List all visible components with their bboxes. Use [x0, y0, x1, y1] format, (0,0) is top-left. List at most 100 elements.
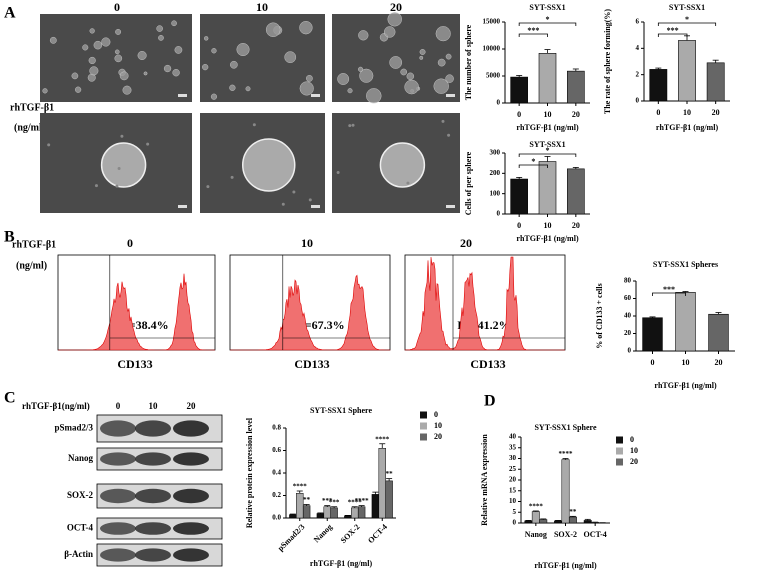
flow-histogram	[58, 273, 215, 351]
sphere-blob	[383, 26, 396, 38]
cell-blob	[94, 184, 98, 188]
sphere-blob	[114, 49, 120, 55]
scale-bar	[446, 94, 455, 97]
bar	[289, 514, 297, 519]
bar	[378, 448, 386, 519]
sphere-blob	[299, 81, 314, 96]
x-tick-label: 20	[572, 110, 580, 119]
column-label: 20	[390, 0, 402, 14]
blot-band	[100, 420, 136, 437]
bar	[316, 513, 325, 519]
sphere-blob	[419, 55, 424, 60]
legend-swatch	[420, 422, 427, 430]
sphere-blob	[115, 28, 122, 35]
x-tick-label: 10	[544, 110, 552, 119]
x-tick-label: OCT-4	[366, 522, 389, 545]
sphere-blob	[242, 138, 296, 192]
sphere-blob	[137, 50, 147, 61]
sphere-blob	[366, 88, 382, 104]
y-tick-label: 0	[513, 519, 517, 527]
cell-blob	[146, 142, 150, 146]
blot-row-label: Nanog	[68, 453, 94, 463]
blot-row-label: SOX-2	[67, 490, 94, 500]
panel-label: C	[4, 390, 16, 407]
x-tick-label: 20	[715, 358, 723, 367]
cell-blob	[292, 190, 296, 194]
bar	[567, 70, 585, 104]
scale-bar	[446, 205, 455, 208]
blot-band	[100, 488, 136, 504]
blot-band	[173, 488, 209, 504]
sphere-blob	[211, 48, 217, 54]
blot-band	[100, 522, 136, 535]
significance-label: *	[531, 157, 535, 166]
scale-bar	[311, 94, 320, 97]
y-tick-label: 10	[509, 497, 517, 505]
blot-header: rhTGF-β1(ng/ml)	[22, 401, 90, 411]
sphere-blob	[101, 37, 111, 47]
chart-title: SYT-SSX1	[529, 3, 565, 12]
bar	[642, 317, 663, 352]
y-tick-label: 0.4	[272, 469, 281, 477]
significance-bracket	[518, 153, 577, 157]
blot-band	[173, 420, 209, 437]
significance-label: *	[546, 15, 550, 24]
panel-label: D	[484, 393, 496, 410]
sphere-blob	[347, 88, 353, 94]
x-tick-label: pSmad2/3	[276, 522, 307, 553]
significance-label: ****	[559, 450, 574, 458]
significance-label: **	[303, 496, 311, 504]
cell-blob	[206, 185, 210, 189]
bar	[583, 520, 592, 524]
y-tick-label: 0.2	[272, 491, 281, 499]
sphere-blob	[174, 46, 183, 54]
row-label: (ng/ml)	[14, 122, 45, 133]
cell-blob	[115, 184, 119, 188]
sphere-blob	[305, 74, 313, 82]
panel-label: A	[4, 5, 16, 22]
y-tick-label: 80	[624, 277, 632, 285]
y-tick-label: 30	[509, 454, 517, 462]
significance-label: ***	[667, 26, 679, 35]
y-tick-label: 6	[636, 18, 640, 26]
sphere-blob	[171, 20, 177, 27]
sphere-blob	[202, 63, 209, 71]
sphere-blob	[265, 22, 281, 38]
sphere-blob	[284, 51, 297, 64]
bar	[706, 62, 725, 102]
cell-blob	[308, 198, 312, 202]
x-tick-label: 20	[712, 108, 720, 117]
cell-blob	[47, 143, 51, 147]
sphere-blob	[49, 36, 57, 44]
sphere-blob	[93, 40, 103, 50]
cell-blob	[336, 170, 340, 174]
axis-label: CD133	[117, 357, 152, 371]
x-tick-label: 10	[683, 108, 691, 117]
blot-band	[173, 452, 209, 466]
y-tick-label: 0.0	[272, 514, 281, 522]
significance-label: ****	[348, 498, 363, 506]
sphere-blob	[229, 84, 236, 91]
legend-label: 20	[630, 457, 638, 466]
significance-bracket	[518, 22, 577, 26]
blot-band	[135, 522, 171, 535]
sphere-blob	[387, 12, 402, 27]
column-label: 10	[301, 236, 313, 250]
x-tick-label: 0	[517, 221, 521, 230]
sphere-blob	[406, 72, 415, 81]
cell-blob	[441, 119, 445, 123]
bar	[675, 292, 696, 352]
axis-label: CD133	[470, 357, 505, 371]
y-axis-label: % of CD133 + cells	[595, 283, 604, 348]
y-tick-label: 35	[509, 443, 517, 451]
sphere-blob	[82, 44, 89, 51]
flow-histogram	[230, 274, 391, 351]
significance-label: ***	[322, 497, 333, 505]
significance-bracket	[652, 292, 686, 296]
x-tick-label: Nanog	[525, 530, 547, 539]
legend-swatch	[616, 436, 623, 444]
bar	[539, 519, 548, 524]
blot-band	[135, 420, 171, 437]
sphere-blob	[158, 35, 164, 41]
cell-blob	[281, 202, 285, 206]
